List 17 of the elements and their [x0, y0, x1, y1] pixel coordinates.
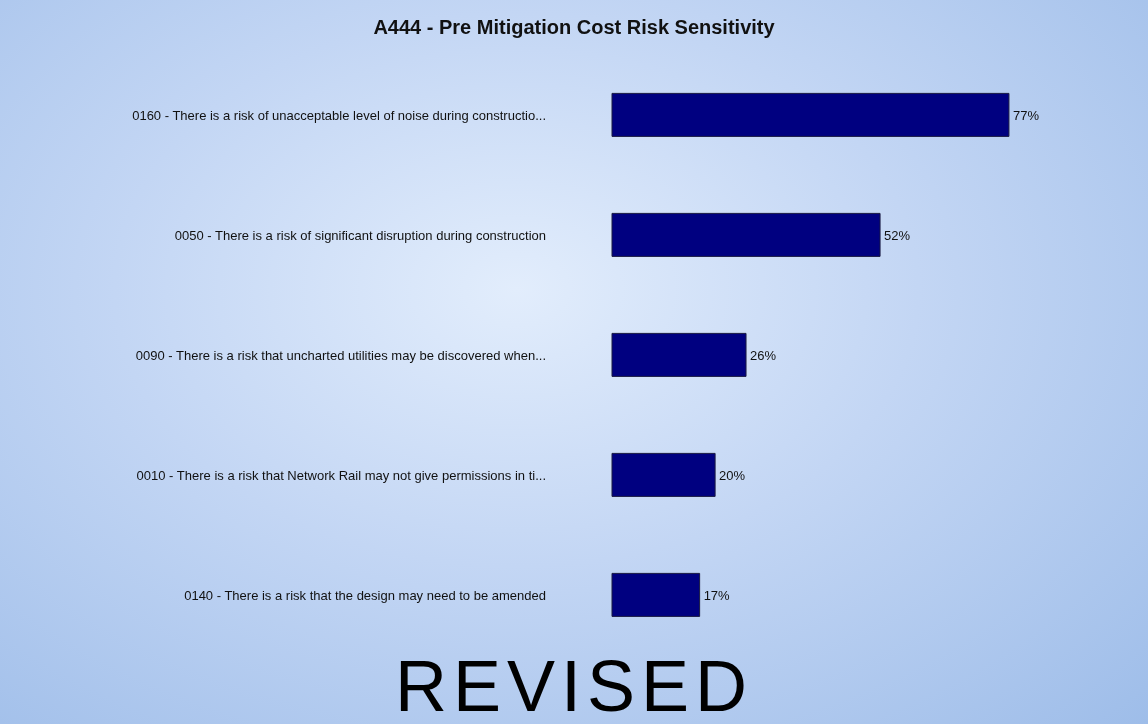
bar — [611, 212, 881, 257]
y-tick-label: 0010 - There is a risk that Network Rail may not give permissions in ti... — [136, 467, 546, 483]
data-label: 20% — [719, 467, 746, 483]
chart-title: A444 - Pre Mitigation Cost Risk Sensitivity — [372, 16, 776, 39]
bar — [611, 92, 1010, 137]
bar — [611, 572, 701, 617]
y-tick-label: 0050 - There is a risk of significant disruption during construction — [174, 227, 546, 243]
data-label: 17% — [703, 587, 731, 603]
y-tick-label: 0090 - There is a risk that uncharted utilities may be discovered when... — [135, 347, 546, 363]
y-tick-label: 0140 - There is a risk that the design may need to be amended — [184, 587, 546, 603]
bar — [611, 332, 747, 377]
data-label: 77% — [1012, 107, 1040, 123]
bar — [611, 452, 716, 497]
data-label: 52% — [884, 227, 911, 243]
annotation: REVISED — [393, 646, 755, 724]
data-label: 26% — [750, 347, 777, 363]
y-tick-label: 0160 - There is a risk of unacceptable level of noise during constructio... — [132, 107, 546, 123]
